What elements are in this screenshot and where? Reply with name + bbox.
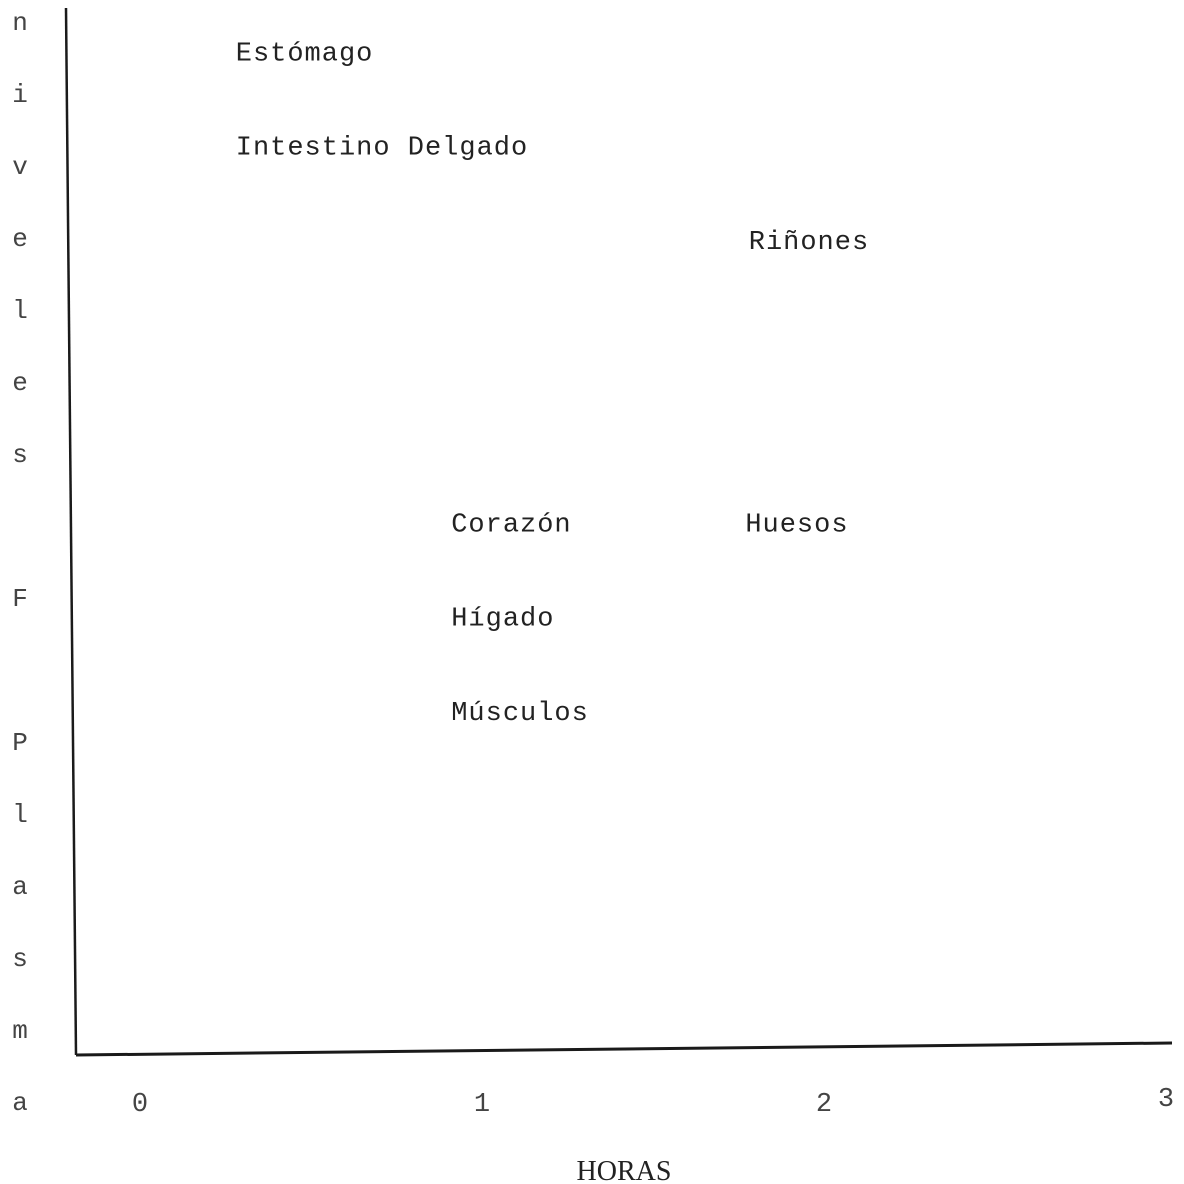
organ-label: Riñones bbox=[749, 228, 869, 258]
y-axis-title-letter: F bbox=[12, 584, 28, 614]
y-axis-title-letter: e bbox=[12, 368, 28, 398]
x-tick-label: 1 bbox=[474, 1090, 490, 1120]
organ-label: Hígado bbox=[451, 605, 554, 635]
y-axis-title-letter: m bbox=[12, 1016, 28, 1046]
y-axis-title-letter: l bbox=[12, 296, 28, 326]
x-tick-label: 0 bbox=[132, 1090, 148, 1120]
y-axis-title-letter: v bbox=[12, 152, 28, 182]
x-tick-label: 3 bbox=[1158, 1085, 1174, 1115]
y-axis-title-letter: l bbox=[12, 800, 28, 830]
organ-label: Corazón bbox=[451, 511, 571, 541]
y-axis-title: n i v e l e s F Pl a s m a bbox=[12, 8, 28, 1118]
y-axis-title-letter: a bbox=[12, 1088, 28, 1118]
y-axis-title-letter: n bbox=[12, 8, 28, 38]
organ-label: Huesos bbox=[745, 511, 848, 541]
y-axis-line bbox=[64, 7, 78, 1056]
x-axis-title: HORAS bbox=[577, 1156, 672, 1184]
organ-label: Músculos bbox=[451, 699, 589, 729]
x-tick-label: 2 bbox=[816, 1090, 832, 1120]
y-axis-title-letter: P bbox=[12, 728, 28, 758]
x-tick-labels: 0 1 2 3 bbox=[132, 1085, 1174, 1120]
organ-labels: Estómago Intestino Delgado Riñones Corazón H… bbox=[236, 39, 869, 729]
y-axis-title-letter: a bbox=[12, 872, 28, 902]
organ-label: Intestino Delgado bbox=[236, 134, 528, 164]
y-axis-title-letter: e bbox=[12, 224, 28, 254]
y-axis-title-letter: i bbox=[12, 80, 28, 110]
y-axis-title-letter: s bbox=[12, 944, 28, 974]
y-axis-title-letter: s bbox=[12, 440, 28, 470]
x-axis-line bbox=[75, 1041, 1173, 1057]
organ-label: Estómago bbox=[236, 39, 374, 69]
